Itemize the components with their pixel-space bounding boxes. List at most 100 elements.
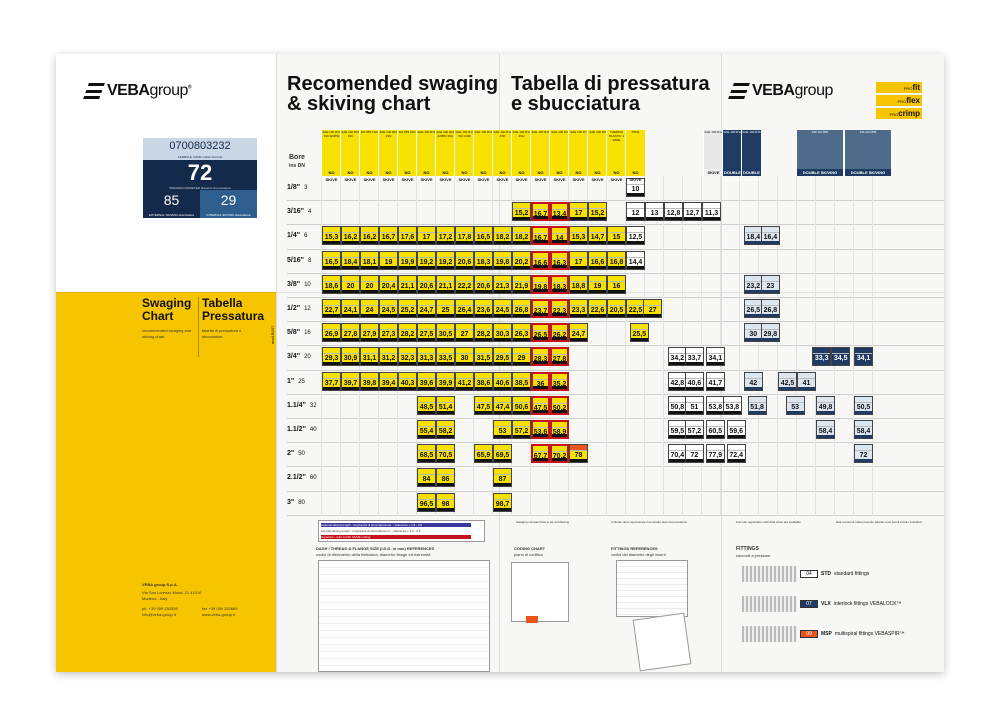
cell-value: 14,7	[590, 234, 605, 242]
cell-code	[399, 324, 416, 331]
cell-code	[552, 228, 567, 235]
swaging-cell: 14,7	[588, 226, 607, 246]
row-divider	[287, 514, 944, 516]
size-label: 1.1/2" 40	[287, 426, 317, 433]
swaging-cell: 33,3	[812, 347, 832, 367]
cell-value: 27	[460, 331, 469, 339]
cell-code	[855, 397, 872, 403]
cell-code	[456, 324, 473, 331]
swaging-cell: 72	[684, 444, 704, 464]
column-divider	[682, 176, 683, 516]
badge-procrimp: PROcrimp	[876, 108, 922, 119]
size-label: 5/16" 8	[287, 256, 312, 264]
column-divider	[511, 176, 512, 516]
swaging-cell: 29,3	[322, 347, 341, 367]
note-swaging: Swaging compact flow to be at following	[516, 520, 570, 524]
swaging-cell: 77,9	[705, 444, 725, 464]
swaging-cell: 59,6	[726, 420, 746, 439]
row-divider	[287, 224, 944, 226]
badge-proflex: PROflex	[876, 95, 922, 106]
bore-header: Bore	[289, 154, 305, 161]
cell-code	[570, 445, 587, 452]
swaging-cell: 68,5	[417, 444, 436, 464]
skiving-legend: external skiving length - lunghezza di s…	[318, 520, 485, 542]
row-divider	[287, 369, 944, 371]
cell-bar	[437, 459, 454, 463]
pro-badges: PROfit PROflex PROcrimp	[876, 82, 922, 119]
cell-value: 34,1	[856, 355, 871, 363]
veba-mark-icon	[728, 83, 750, 99]
cell-value: 20	[346, 282, 355, 290]
cell-value: 17	[422, 234, 431, 242]
column-divider	[568, 176, 569, 516]
cell-bar	[627, 217, 644, 221]
cell-bar	[552, 313, 567, 316]
cell-value: 24,5	[495, 307, 510, 314]
swaging-cell: 24,5	[493, 299, 512, 318]
veba-mark-icon	[83, 83, 105, 99]
swaging-cell: 51,8	[747, 395, 767, 415]
cell-bar	[475, 459, 492, 463]
cell-value: 20,4	[381, 282, 396, 290]
swaging-cell: 16,2	[341, 226, 360, 246]
skive-header: NO SKIVE	[340, 169, 360, 182]
cell-value: 26,2	[552, 332, 567, 340]
cell-code	[513, 227, 530, 234]
cell-code	[552, 422, 567, 428]
cell-value: 14	[555, 235, 564, 243]
swaging-cell: 15,3	[569, 226, 588, 246]
cell-code	[570, 276, 587, 282]
cell-code	[475, 445, 492, 452]
cell-bar	[627, 265, 644, 269]
size-label: 1.1/4" 32	[287, 401, 317, 409]
cell-code	[456, 276, 473, 282]
size-label: 3" 80	[287, 498, 305, 506]
cell-bar	[342, 289, 359, 293]
cell-bar	[494, 410, 511, 414]
fitting-drawing	[742, 626, 797, 642]
swaging-cell: 19,2	[436, 250, 455, 270]
swaging-cell: 72,4	[726, 444, 746, 464]
cell-code	[494, 494, 511, 500]
fittings-ref-sub: codici del diametro degli inserti	[611, 552, 666, 557]
cell-bar	[533, 361, 548, 365]
cell-code	[589, 203, 606, 210]
cell-bar	[513, 241, 530, 245]
cell-bar	[644, 314, 662, 317]
cell-code	[437, 300, 454, 306]
cell-bar	[744, 241, 762, 245]
cell-value: 60,5	[708, 428, 723, 435]
cell-code	[361, 276, 378, 282]
swaging-cell: 58,4	[816, 420, 835, 439]
cell-code	[744, 227, 762, 234]
column-divider	[853, 176, 854, 516]
cell-value: 39,7	[343, 379, 358, 387]
cell-value: 39,6	[419, 379, 434, 387]
swaging-cell: 57,2	[684, 420, 704, 439]
cell-value: 30,3	[495, 331, 510, 339]
cell-bar	[418, 459, 435, 463]
cell-value: 26,3	[514, 331, 529, 339]
cell-bar	[437, 362, 454, 366]
swaging-cell: 28,3	[531, 347, 550, 367]
swaging-diameter-label: SWAGING DIAMETER diametro di pressatura	[169, 186, 231, 190]
cell-value: 57,2	[687, 428, 702, 435]
cell-value: 29,5	[495, 355, 510, 363]
swaging-cell: 19,9	[398, 250, 417, 270]
cell-value: 41,2	[457, 379, 472, 387]
cell-bar	[418, 241, 435, 245]
cell-code	[779, 373, 796, 379]
internal-skiving: 29	[200, 190, 257, 212]
swaging-cell: 18,6	[322, 274, 341, 294]
cell-code	[494, 421, 511, 427]
cell-code	[552, 325, 567, 332]
cell-bar	[475, 265, 492, 269]
swaging-cell: 19	[379, 250, 398, 270]
cell-value: 18,8	[571, 282, 586, 290]
cell-value: 28,3	[533, 356, 548, 364]
cell-code	[744, 276, 762, 282]
cell-code	[380, 300, 397, 306]
row-divider	[287, 490, 944, 492]
cell-value: 18,6	[324, 282, 339, 290]
cell-code	[627, 227, 644, 234]
